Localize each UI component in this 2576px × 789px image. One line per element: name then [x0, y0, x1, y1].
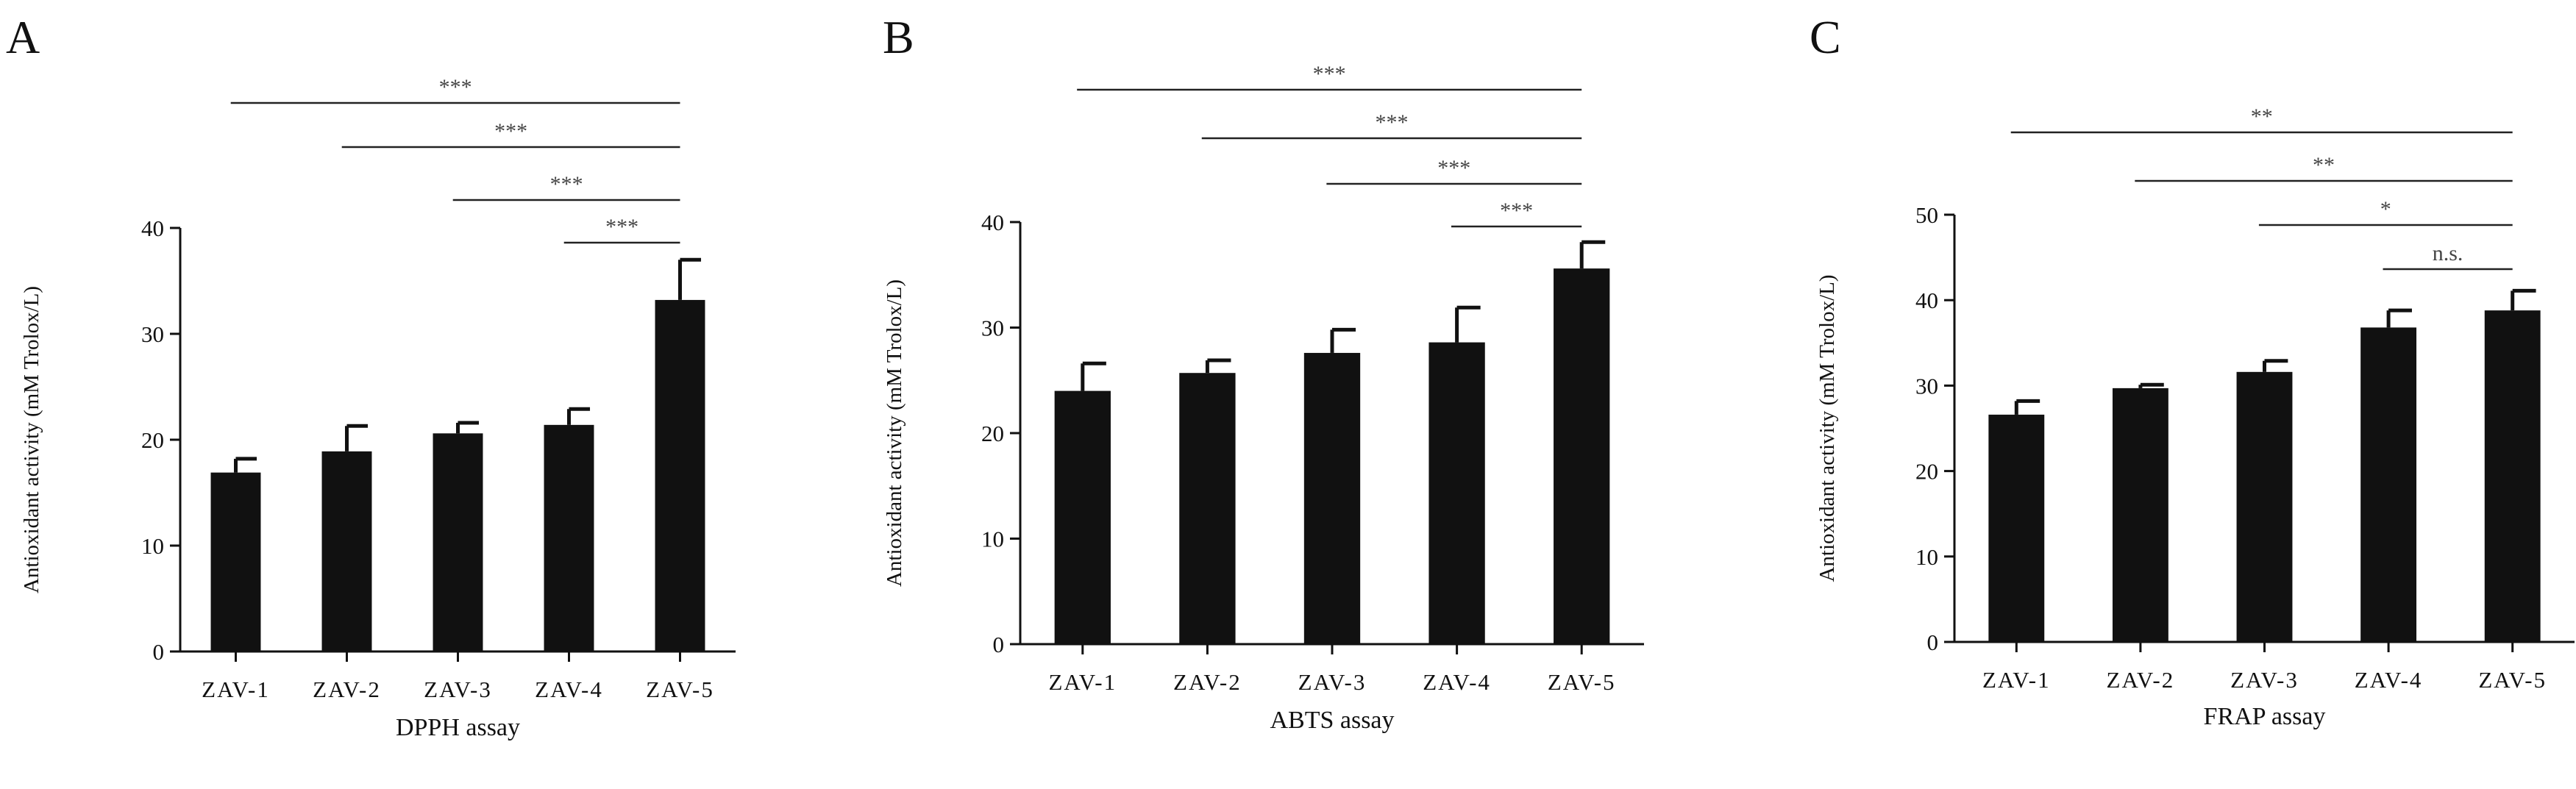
bar-zav-5 [655, 299, 705, 651]
chart-panel-a: A 0 10 20 30 40 Antioxidant activity (mM Trolo… [6, 11, 736, 741]
category-label: ZAV-5 [1548, 669, 1616, 695]
category-label: ZAV-4 [535, 676, 603, 702]
y-tick-label: 40 [1915, 288, 1938, 313]
significance-label: *** [605, 215, 638, 239]
category-label: ZAV-3 [2230, 667, 2299, 693]
significance-label: n.s. [2433, 241, 2463, 265]
panel-letter-c: C [1810, 11, 1841, 63]
bar-zav-1 [1054, 390, 1111, 644]
chart-panel-b: B 0 10 20 30 40 Antioxidant activity (mM Trolo… [883, 11, 1644, 734]
significance-label: * [2380, 197, 2391, 221]
y-axis-title: Antioxidant activity (mM Trolox/L) [883, 279, 906, 587]
y-tick-label: 10 [141, 533, 164, 559]
y-tick-label: 30 [141, 321, 164, 347]
bar-zav-4 [2360, 327, 2417, 642]
y-axis-title: Antioxidant activity (mM Trolox/L) [20, 286, 43, 593]
y-tick-label: 0 [993, 632, 1005, 657]
significance-label: ** [2313, 153, 2335, 177]
significance-label: *** [1437, 156, 1470, 180]
y-tick-label: 20 [141, 427, 164, 453]
y-tick-label: 20 [1915, 459, 1938, 485]
bar-zav-1 [1988, 414, 2045, 642]
bar-zav-5 [1554, 268, 1610, 644]
category-label: ZAV-4 [1423, 669, 1491, 695]
category-label: ZAV-4 [2355, 667, 2423, 693]
significance-label: ** [2251, 104, 2273, 129]
panel-letter-a: A [6, 11, 40, 63]
category-label: ZAV-5 [646, 676, 714, 702]
y-tick-label: 0 [153, 639, 165, 665]
bar-zav-3 [2236, 371, 2293, 642]
category-label: ZAV-2 [2107, 667, 2175, 693]
bar-zav-1 [210, 472, 261, 651]
y-tick-label: 10 [1915, 544, 1938, 570]
x-axis-title: DPPH assay [396, 714, 520, 741]
y-tick-label: 40 [141, 215, 164, 241]
y-tick-label: 50 [1915, 202, 1938, 228]
bar-zav-4 [1428, 342, 1485, 644]
bar-zav-3 [433, 433, 483, 651]
bar-zav-5 [2484, 310, 2541, 642]
category-label: ZAV-1 [202, 676, 270, 702]
bar-zav-3 [1303, 352, 1361, 644]
category-label: ZAV-5 [2478, 667, 2547, 693]
y-axis-title: Antioxidant activity (mM Trolox/L) [1815, 274, 1839, 582]
panel-letter-b: B [883, 11, 914, 63]
y-tick-label: 20 [981, 421, 1004, 446]
y-tick-label: 0 [1927, 629, 1939, 655]
y-tick-label: 40 [981, 210, 1004, 235]
bar-zav-2 [321, 451, 372, 651]
bar-zav-4 [544, 424, 594, 651]
significance-label: *** [439, 75, 472, 99]
category-label: ZAV-2 [313, 676, 381, 702]
significance-label: *** [1313, 62, 1346, 86]
category-label: ZAV-2 [1173, 669, 1242, 695]
y-tick-label: 10 [981, 526, 1004, 552]
category-label: ZAV-3 [424, 676, 492, 702]
significance-label: *** [494, 119, 527, 143]
x-axis-title: FRAP assay [2204, 703, 2326, 730]
chart-panel-c: C 0 10 20 30 40 50 Antioxidant activity (mM Tro… [1810, 11, 2575, 730]
category-label: ZAV-1 [1982, 667, 2051, 693]
category-label: ZAV-1 [1048, 669, 1117, 695]
bar-zav-2 [2112, 388, 2168, 642]
y-tick-label: 30 [981, 315, 1004, 341]
bar-zav-2 [1179, 373, 1236, 644]
significance-label: *** [550, 172, 583, 196]
x-axis-title: ABTS assay [1270, 707, 1394, 734]
category-label: ZAV-3 [1298, 669, 1367, 695]
y-tick-label: 30 [1915, 373, 1938, 399]
significance-label: *** [1500, 199, 1533, 223]
significance-label: *** [1375, 110, 1408, 135]
